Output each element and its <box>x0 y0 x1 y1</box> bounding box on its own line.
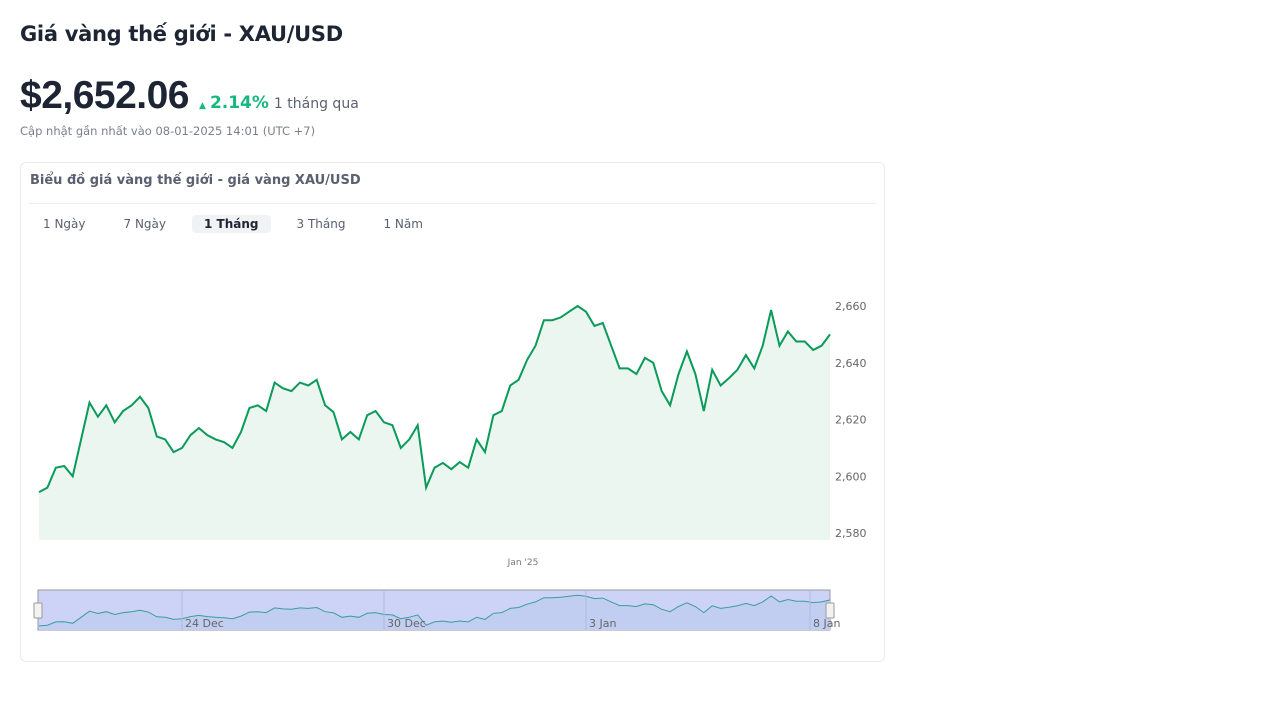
y-tick-label: 2,580 <box>835 527 867 540</box>
navigator-line <box>38 594 831 627</box>
navigator-label: 24 Dec <box>185 617 224 630</box>
range-tabs: 1 Ngày 7 Ngày 1 Tháng 3 Tháng 1 Năm <box>31 215 449 233</box>
area-fill <box>39 306 830 540</box>
y-tick-label: 2,660 <box>835 300 867 313</box>
navigator-label: 8 Jan <box>813 617 840 630</box>
navigator-label: 30 Dec <box>387 617 426 630</box>
chart-title: Biểu đồ giá vàng thế giới - giá vàng XAU… <box>30 173 361 188</box>
price-row: $2,652.06 ▲ 2.14% 1 tháng qua <box>20 72 359 120</box>
divider <box>29 203 876 204</box>
price-line <box>38 304 831 493</box>
y-tick-label: 2,640 <box>835 357 867 370</box>
y-tick-label: 2,600 <box>835 470 867 483</box>
navigator-area <box>39 595 830 630</box>
tab-1-year[interactable]: 1 Năm <box>383 217 423 231</box>
change-period: 1 tháng qua <box>273 96 359 112</box>
up-arrow-icon: ▲ <box>199 101 206 111</box>
chart-card: Biểu đồ giá vàng thế giới - giá vàng XAU… <box>20 162 885 662</box>
tab-7-days[interactable]: 7 Ngày <box>123 217 167 231</box>
change-percent: 2.14% <box>209 93 269 113</box>
tab-1-month[interactable]: 1 Tháng <box>192 215 271 233</box>
last-updated: Cập nhật gần nhất vào 08-01-2025 14:01 (… <box>20 124 316 138</box>
y-tick-label: 2,620 <box>835 414 867 427</box>
navigator-handle-left[interactable] <box>33 602 43 619</box>
current-price: $2,652.06 <box>20 74 190 117</box>
page-title: Giá vàng thế giới - XAU/USD <box>20 22 343 46</box>
navigator-handle-right[interactable] <box>825 602 835 619</box>
x-tick-label: Jan '25 <box>507 558 539 568</box>
tab-1-day[interactable]: 1 Ngày <box>43 217 86 231</box>
tab-3-months[interactable]: 3 Tháng <box>296 217 346 231</box>
navigator-label: 3 Jan <box>589 617 616 630</box>
price-change: ▲ 2.14% 1 tháng qua <box>199 93 359 113</box>
